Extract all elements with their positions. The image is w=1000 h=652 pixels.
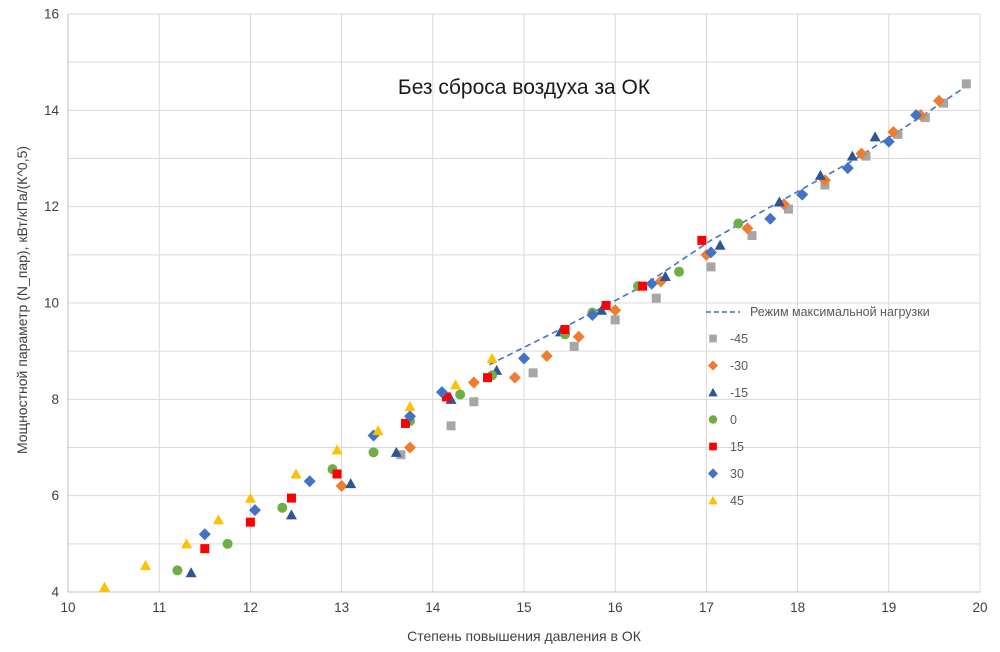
x-tick-label: 17 — [699, 600, 714, 615]
max-load-line-sample — [706, 311, 740, 313]
x-tick-label: 14 — [425, 600, 441, 615]
legend-label--45: -45 — [730, 331, 749, 346]
series--15 — [185, 131, 881, 578]
square-marker-icon — [709, 442, 717, 451]
triangle-marker-icon — [708, 495, 718, 505]
legend-label-0: 0 — [730, 412, 737, 427]
series-45 — [98, 352, 498, 592]
circle-marker-icon — [708, 415, 718, 424]
series-15 — [200, 235, 707, 554]
y-tick-label: 14 — [44, 103, 60, 118]
legend-label-30: 30 — [730, 466, 744, 481]
legend-item--15: -15 — [705, 385, 930, 400]
x-tick-label: 11 — [152, 600, 166, 615]
legend-item-15: 15 — [705, 439, 930, 454]
y-tick-label: 6 — [51, 488, 59, 503]
legend-label--15: -15 — [730, 385, 749, 400]
triangle-marker-icon — [708, 387, 718, 397]
y-tick-label: 8 — [51, 392, 59, 407]
x-tick-label: 16 — [608, 600, 623, 615]
y-tick-label: 10 — [44, 296, 59, 311]
legend-label-max-load: Режим максимальной нагрузки — [750, 305, 930, 319]
legend-item-0: 0 — [705, 412, 930, 427]
diamond-marker-icon — [707, 468, 719, 479]
diamond-marker-icon — [707, 360, 719, 371]
legend-item--45: -45 — [705, 331, 930, 346]
series-0 — [172, 218, 744, 576]
max-load-line — [488, 85, 967, 366]
x-tick-label: 20 — [972, 600, 987, 615]
legend-item-30: 30 — [705, 466, 930, 481]
legend-item--30: -30 — [705, 358, 930, 373]
y-tick-label: 4 — [51, 585, 59, 600]
legend: Режим максимальной нагрузки -45 -30 -15 0 15 3… — [705, 305, 930, 520]
legend-item-45: 45 — [705, 493, 930, 508]
legend-label--30: -30 — [730, 358, 749, 373]
x-tick-label: 15 — [516, 600, 531, 615]
legend-label-15: 15 — [730, 439, 744, 454]
x-axis-title: Степень повышения давления в ОК — [407, 628, 641, 644]
x-tick-label: 12 — [243, 600, 258, 615]
x-tick-label: 18 — [790, 600, 805, 615]
square-marker-icon — [709, 334, 717, 343]
x-tick-label: 13 — [334, 600, 349, 615]
x-tick-label: 10 — [60, 600, 75, 615]
x-tick-label: 19 — [881, 600, 896, 615]
y-axis-title: Мощностной параметр (N_пар), кВт/кПа/(К^… — [14, 145, 30, 455]
y-tick-label: 16 — [44, 7, 59, 22]
legend-item-max-load: Режим максимальной нагрузки — [705, 305, 930, 319]
y-tick-label: 12 — [44, 199, 59, 214]
legend-label-45: 45 — [730, 493, 744, 508]
series-30 — [198, 109, 923, 541]
